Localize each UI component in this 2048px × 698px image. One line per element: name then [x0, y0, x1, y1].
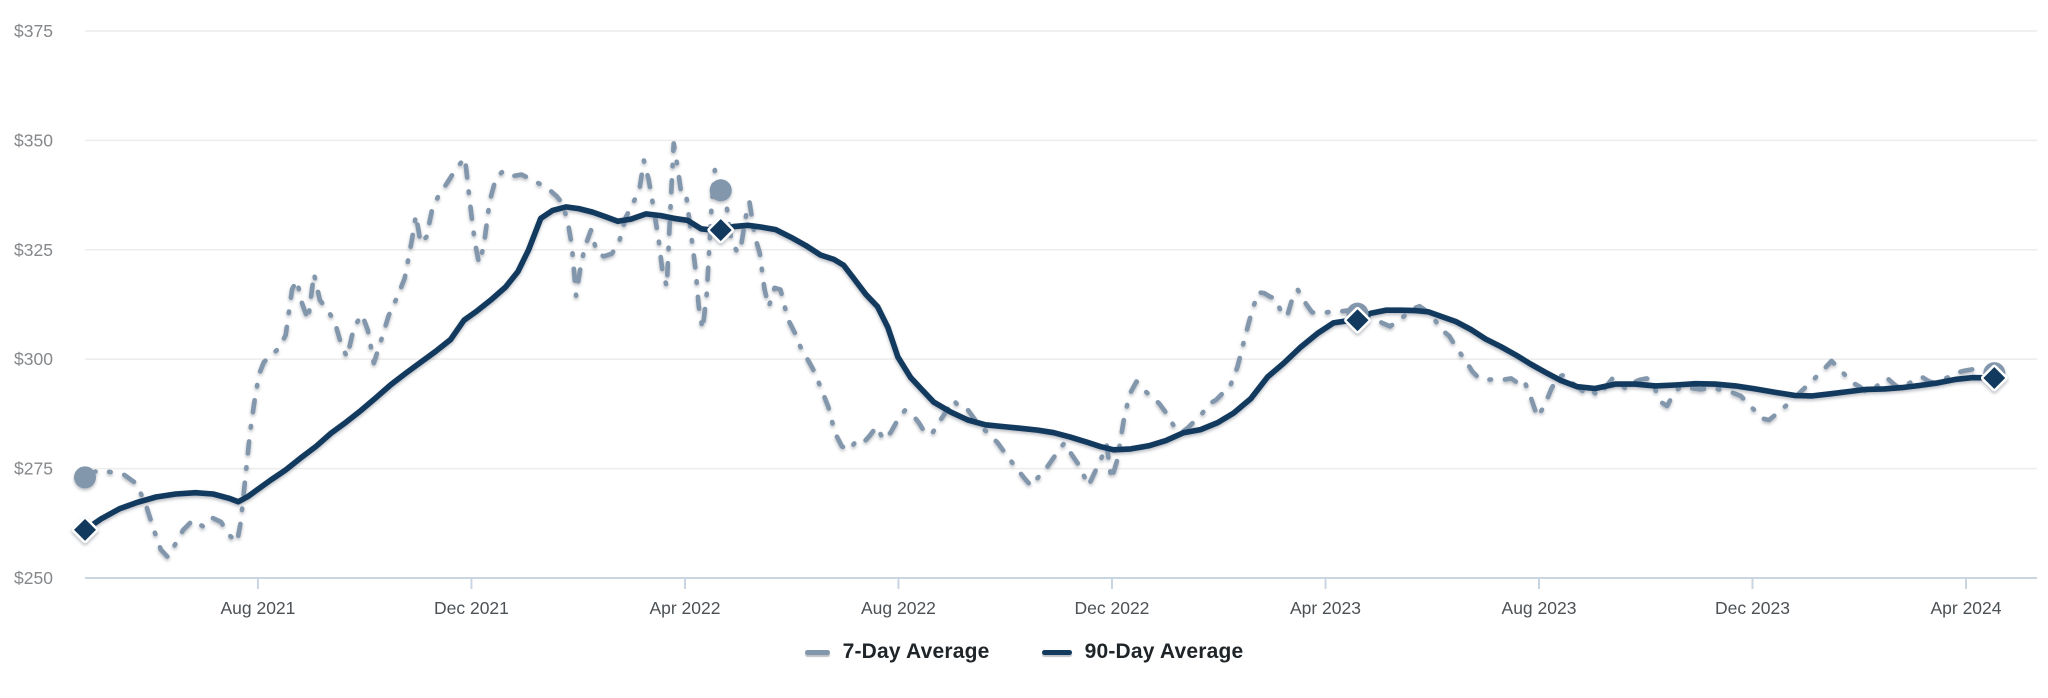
y-axis-label: $275	[14, 459, 53, 479]
series-line-90-day-average	[82, 204, 1998, 533]
series-layer	[71, 141, 2008, 560]
dash-line-swatch-icon	[804, 649, 830, 655]
marker-circle-7-day	[709, 179, 732, 202]
x-axis-label: Dec 2022	[1075, 598, 1150, 618]
y-axis-label: $300	[14, 349, 53, 369]
solid-line-swatch-icon	[1041, 649, 1072, 655]
series-line-7-day-average	[82, 141, 1997, 560]
y-axis-label: $375	[14, 21, 53, 41]
x-axis-label: Apr 2022	[649, 598, 720, 618]
legend-item-90-day-average[interactable]: 90-Day Average	[1041, 640, 1244, 664]
marker-diamond-90-day	[71, 516, 99, 544]
legend-label: 7-Day Average	[842, 640, 990, 663]
x-axis-label: Aug 2022	[861, 598, 936, 618]
legend-item-7-day-average[interactable]: 7-Day Average	[804, 640, 990, 664]
x-axis-label: Aug 2023	[1502, 598, 1577, 618]
chart-legend: 7-Day Average 90-Day Average	[0, 640, 2048, 664]
marker-diamond-90-day	[1344, 306, 1371, 334]
marker-diamond-90-day	[1980, 364, 2008, 392]
x-axis-label: Dec 2023	[1715, 598, 1790, 618]
x-axis-label: Aug 2021	[220, 598, 295, 618]
marker-circle-7-day	[74, 466, 96, 489]
x-axis-label: Apr 2024	[1930, 598, 2001, 618]
price-chart-svg: $250 $275 $300 $325 $350 $375 Aug 2021 Dec 2021…	[14, 21, 2037, 618]
y-axis-label: $250	[14, 568, 53, 588]
legend-label: 90-Day Average	[1084, 640, 1244, 663]
y-axis-label: $350	[14, 130, 53, 150]
x-axis-label: Dec 2021	[434, 598, 509, 618]
marker-diamond-90-day	[707, 216, 735, 244]
y-axis-label: $325	[14, 240, 53, 260]
x-axis-label: Apr 2023	[1290, 598, 1361, 618]
